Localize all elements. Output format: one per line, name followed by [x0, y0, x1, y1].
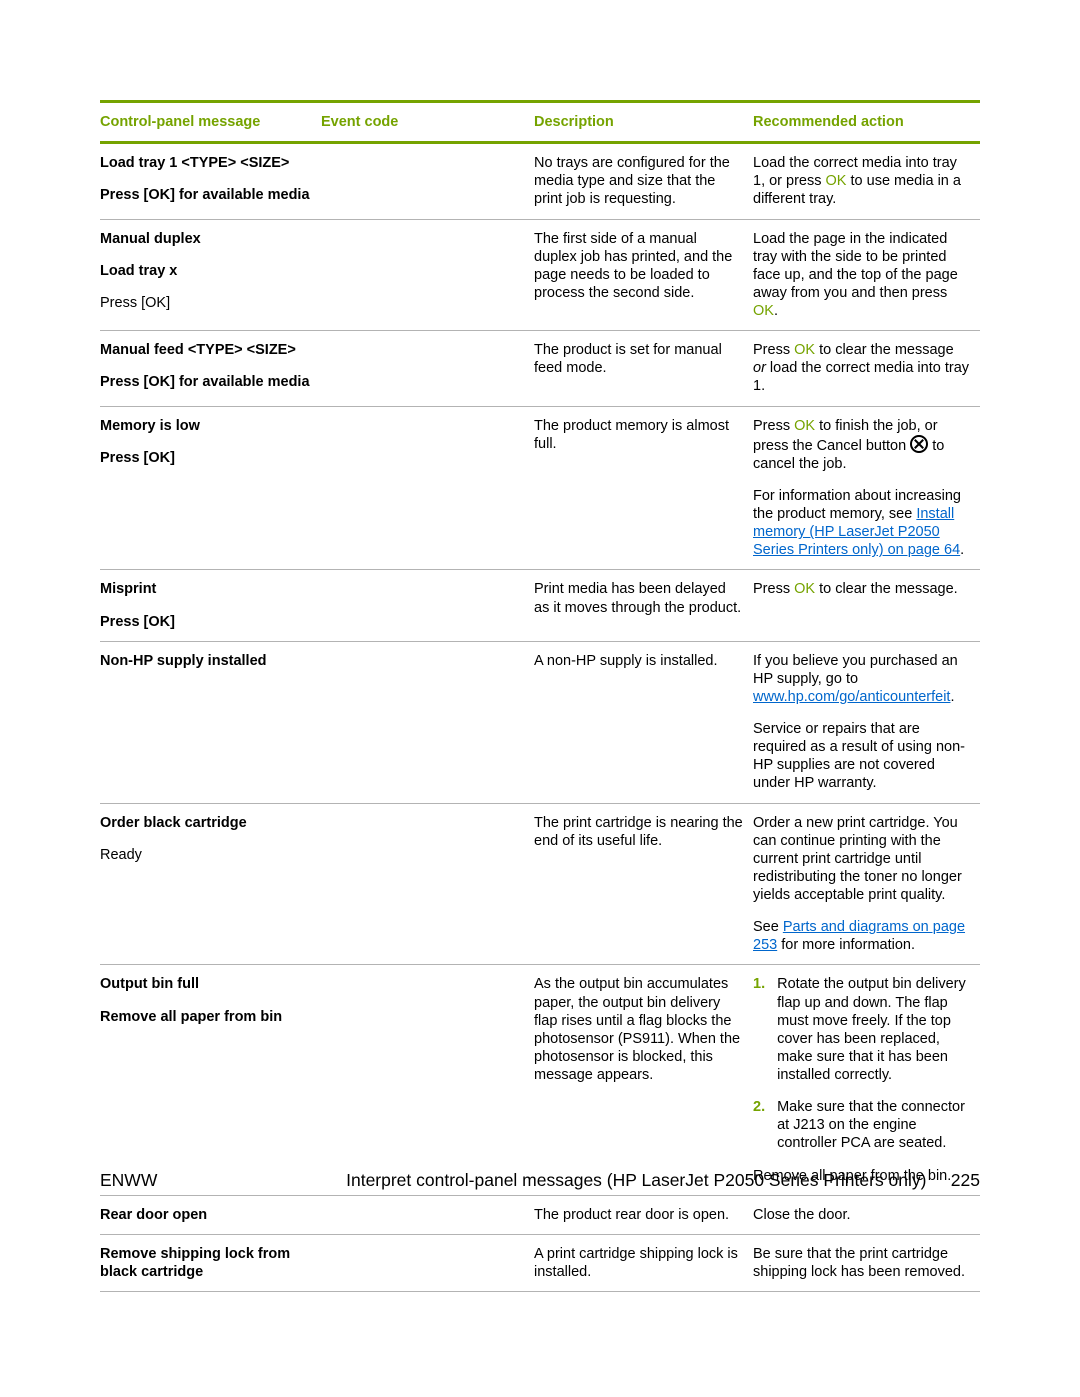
msg-line: Non-HP supply installed	[100, 653, 267, 669]
rec-text: .	[960, 542, 964, 558]
table-row: Memory is low Press [OK] The product mem…	[100, 406, 980, 570]
cancel-icon	[910, 435, 928, 453]
table-row: Order black cartridge Ready The print ca…	[100, 803, 980, 965]
rec-text: to clear the message	[815, 342, 954, 358]
rec-text: or	[753, 360, 766, 376]
rec-text: to clear the message.	[815, 581, 958, 597]
rec-text: Service or repairs that are required as …	[753, 720, 970, 793]
step-text: Rotate the output bin delivery flap up a…	[777, 975, 970, 1084]
msg-line: Press [OK] for available media	[100, 187, 310, 203]
msg-line: Ready	[100, 847, 142, 863]
rec-text: Order a new print cartridge. You can con…	[753, 814, 970, 905]
ok-text: OK	[753, 303, 774, 319]
rec-text: Close the door.	[753, 1195, 980, 1234]
step-text: Make sure that the connector at J213 on …	[777, 1098, 970, 1152]
header-message: Control-panel message	[100, 102, 321, 143]
msg-line: Press [OK] for available media	[100, 374, 310, 390]
msg-line: Rear door open	[100, 1207, 207, 1223]
ok-text: OK	[794, 342, 815, 358]
footer-left: ENWW	[100, 1170, 157, 1191]
footer-section-title: Interpret control-panel messages (HP Las…	[346, 1170, 926, 1190]
step-number: 2.	[753, 1098, 765, 1152]
steps-list: 1.Rotate the output bin delivery flap up…	[753, 975, 970, 1152]
msg-line: Output bin full	[100, 975, 311, 993]
page-number: 225	[951, 1170, 980, 1190]
rec-text: load the correct media into tray 1.	[753, 360, 969, 394]
msg-line: Manual duplex	[100, 230, 311, 248]
rec-text: If you believe you purchased an HP suppl…	[753, 653, 958, 687]
msg-line: Memory is low	[100, 417, 311, 435]
description-text: No trays are configured for the media ty…	[534, 143, 753, 219]
msg-line: Remove all paper from bin	[100, 1009, 282, 1025]
table-row: Manual duplex Load tray x Press [OK] The…	[100, 219, 980, 331]
table-row: Misprint Press [OK] Print media has been…	[100, 570, 980, 641]
msg-line: Order black cartridge	[100, 814, 311, 832]
msg-line: Manual feed <TYPE> <SIZE>	[100, 341, 311, 359]
table-row: Load tray 1 <TYPE> <SIZE> Press [OK] for…	[100, 143, 980, 219]
step-number: 1.	[753, 975, 765, 1084]
table-row: Manual feed <TYPE> <SIZE> Press [OK] for…	[100, 331, 980, 406]
description-text: The print cartridge is nearing the end o…	[534, 803, 753, 965]
control-panel-messages-table: Control-panel message Event code Descrip…	[100, 100, 980, 1292]
header-description: Description	[534, 102, 753, 143]
rec-text: See	[753, 919, 783, 935]
header-event-code: Event code	[321, 102, 534, 143]
ok-text: OK	[826, 173, 847, 189]
rec-text: Press	[753, 581, 794, 597]
msg-line: Remove shipping lock from black cartridg…	[100, 1246, 290, 1280]
table-row: Remove shipping lock from black cartridg…	[100, 1234, 980, 1291]
ok-text: OK	[794, 418, 815, 434]
msg-line: Press [OK]	[100, 450, 175, 466]
ok-text: OK	[794, 581, 815, 597]
rec-text: Be sure that the print cartridge shippin…	[753, 1234, 980, 1291]
msg-line: Press [OK]	[100, 295, 170, 311]
description-text: A print cartridge shipping lock is insta…	[534, 1234, 753, 1291]
page-footer: ENWW Interpret control-panel messages (H…	[0, 1170, 1080, 1191]
rec-text: Press	[753, 418, 794, 434]
anticounterfeit-link[interactable]: www.hp.com/go/anticounterfeit	[753, 689, 950, 705]
table-row: Output bin full Remove all paper from bi…	[100, 965, 980, 1195]
header-recommended-action: Recommended action	[753, 102, 980, 143]
description-text: The first side of a manual duplex job ha…	[534, 219, 753, 331]
table-row: Rear door open The product rear door is …	[100, 1195, 980, 1234]
msg-line: Load tray 1 <TYPE> <SIZE>	[100, 154, 311, 172]
table-row: Non-HP supply installed A non-HP supply …	[100, 641, 980, 803]
rec-text: for more information.	[777, 937, 915, 953]
rec-text: Load the page in the indicated tray with…	[753, 231, 958, 301]
rec-text: .	[950, 689, 954, 705]
description-text: Print media has been delayed as it moves…	[534, 570, 753, 641]
rec-text: Press	[753, 342, 794, 358]
description-text: The product rear door is open.	[534, 1195, 753, 1234]
description-text: As the output bin accumulates paper, the…	[534, 965, 753, 1195]
description-text: A non-HP supply is installed.	[534, 641, 753, 803]
description-text: The product is set for manual feed mode.	[534, 331, 753, 406]
description-text: The product memory is almost full.	[534, 406, 753, 570]
msg-line: Load tray x	[100, 262, 311, 280]
msg-line: Misprint	[100, 580, 311, 598]
rec-text: .	[774, 303, 778, 319]
msg-line: Press [OK]	[100, 614, 175, 630]
